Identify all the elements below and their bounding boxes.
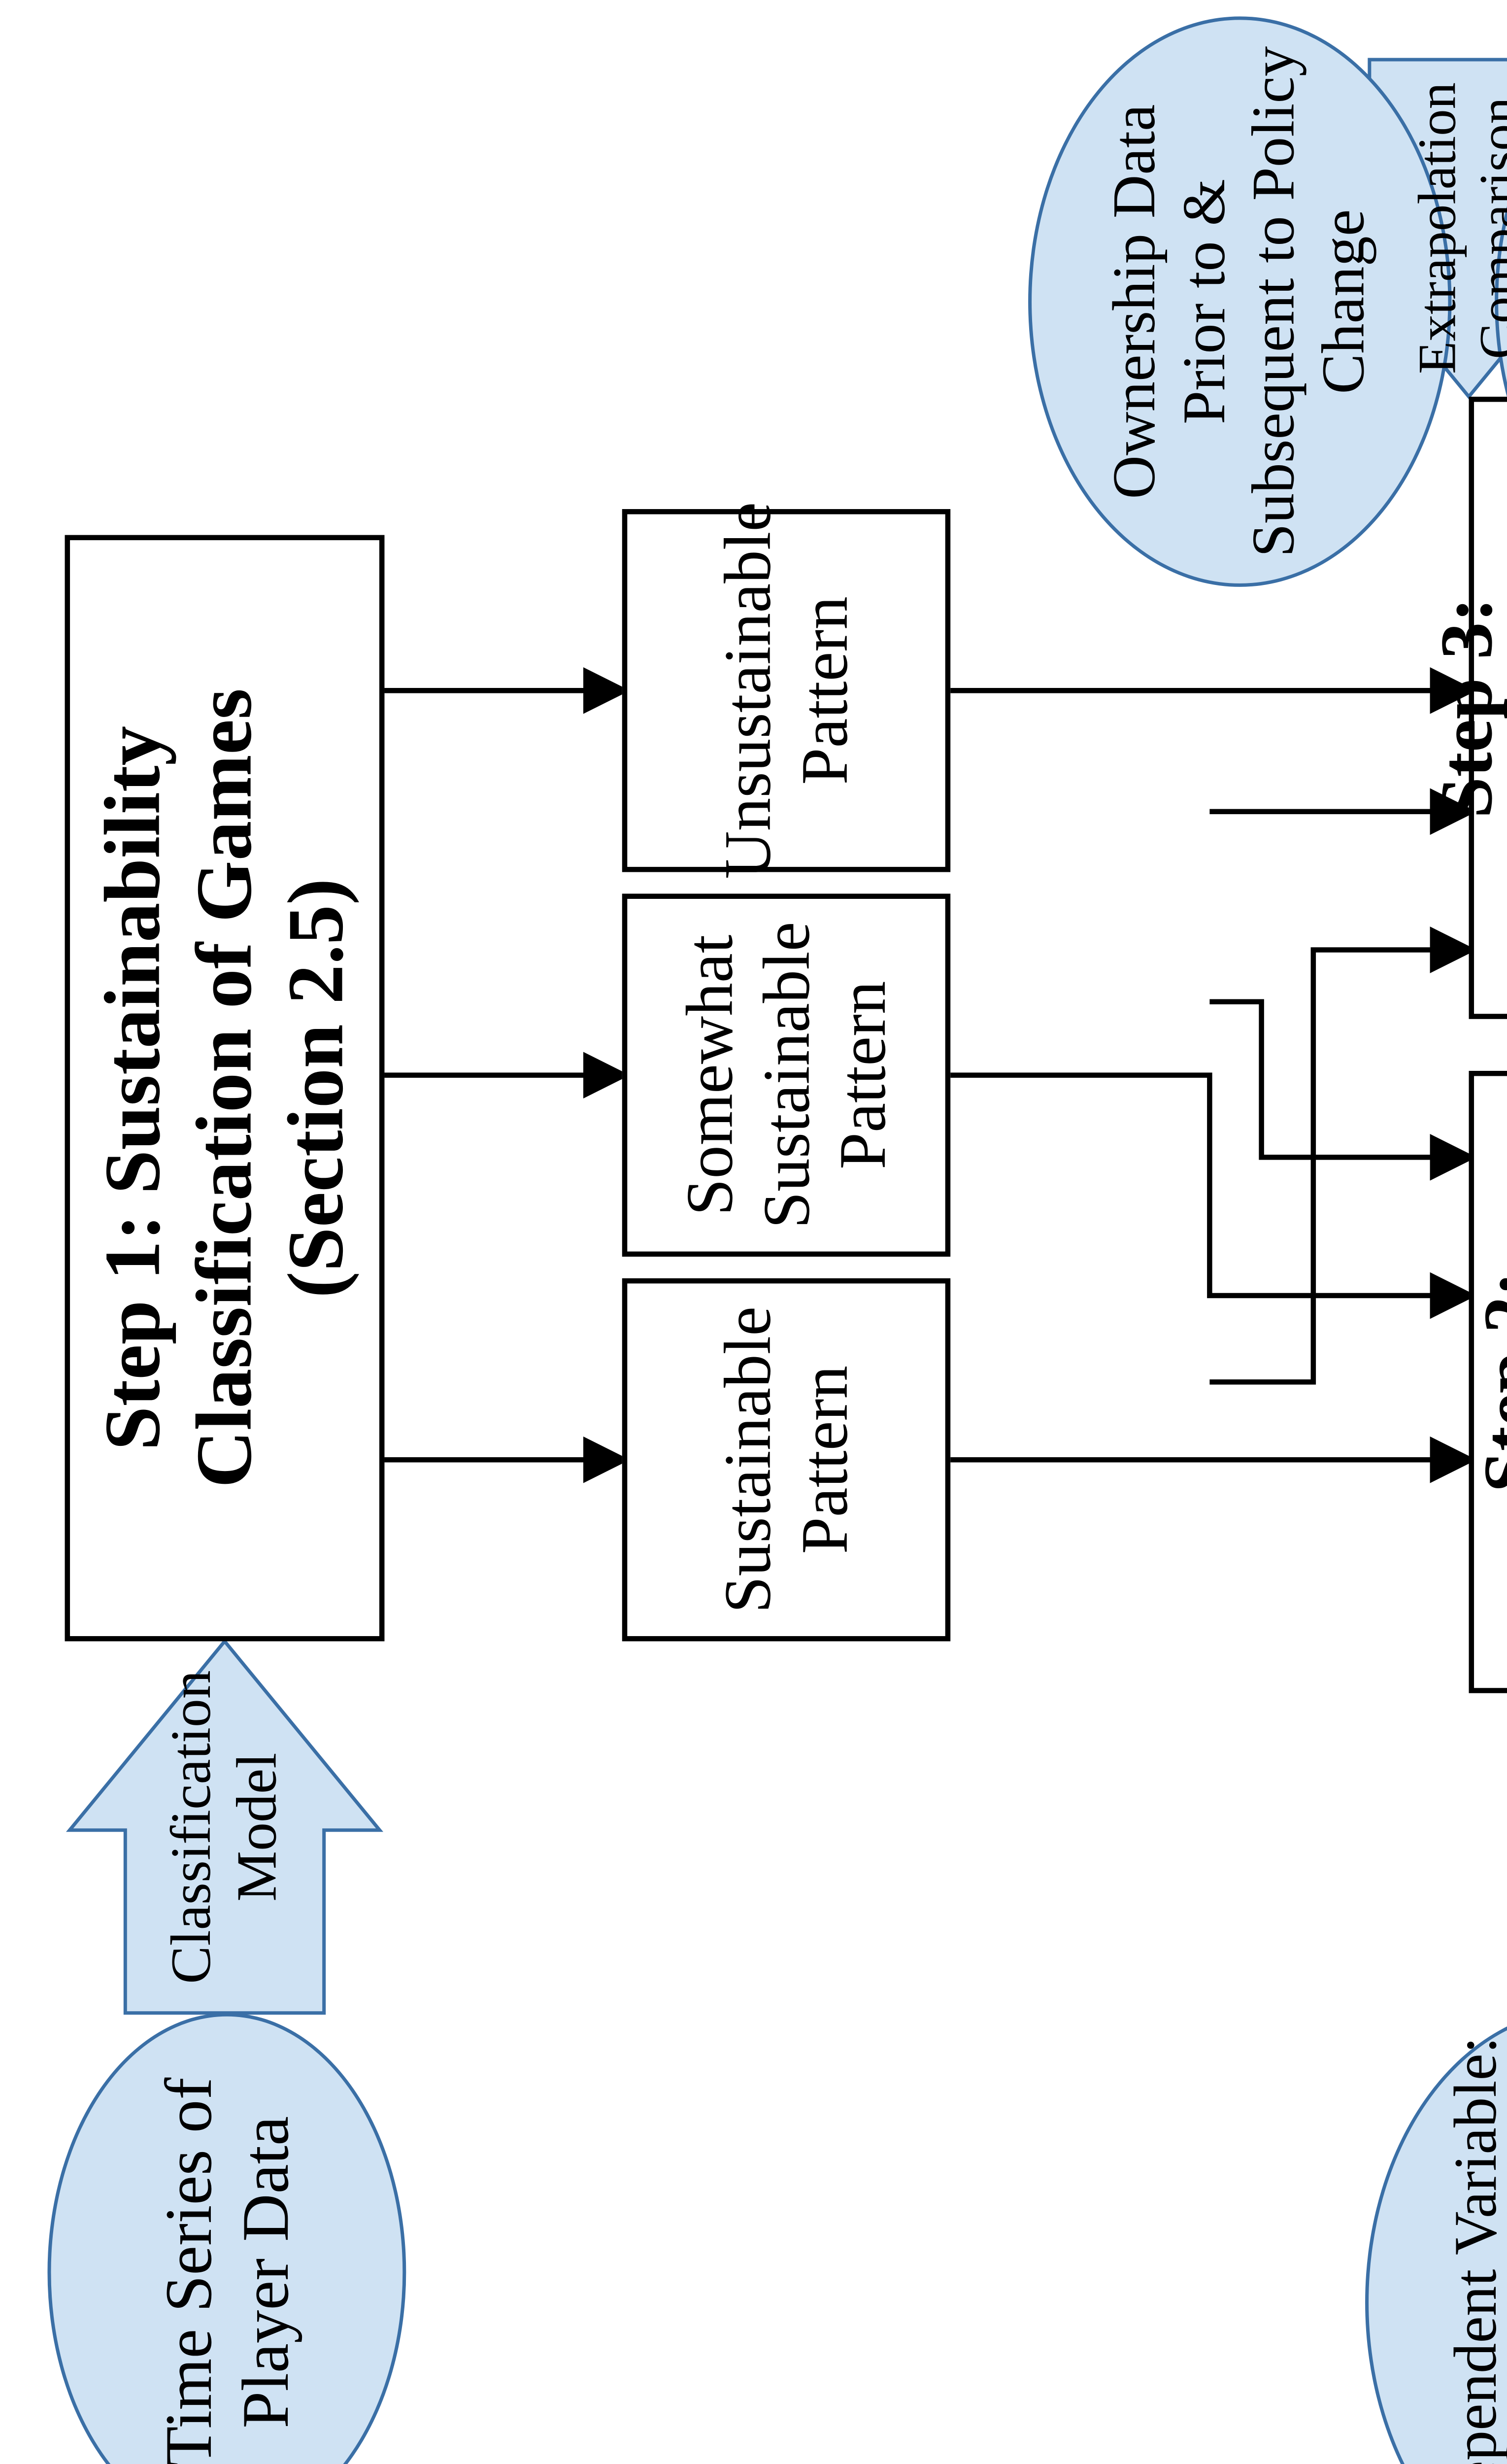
fat-arrow-label-fa_extra: Extrapolation Comparison [1370,142,1507,315]
node-n_step3: Step 3: Significance of Additional Deman… [1469,397,1507,1019]
thin-arrow [1209,1002,1469,1158]
node-n_pat1: Sustainable Pattern [622,1278,950,1642]
flowchart-canvas: + Time Series of Player DataStep 1: Sust… [0,0,1507,2464]
fat-arrow-label-fa_class: Classification Model [125,1736,324,1918]
node-n_pat2: Somewhat Sustainable Pattern [622,893,950,1257]
node-n_ts: Time Series of Player Data [47,2013,406,2464]
node-n_step1: Step 1: Sustainability Classification of… [65,535,385,1642]
thin-arrow [1209,950,1469,1382]
node-n_iv: Independent Variable: Days since First R… [1365,2009,1507,2464]
node-n_pat3: Unsustainable Pattern [622,509,950,872]
thin-arrow [950,1075,1469,1296]
node-n_step2: Step 2: Significance of Refund Quantitie… [1469,1071,1507,1693]
